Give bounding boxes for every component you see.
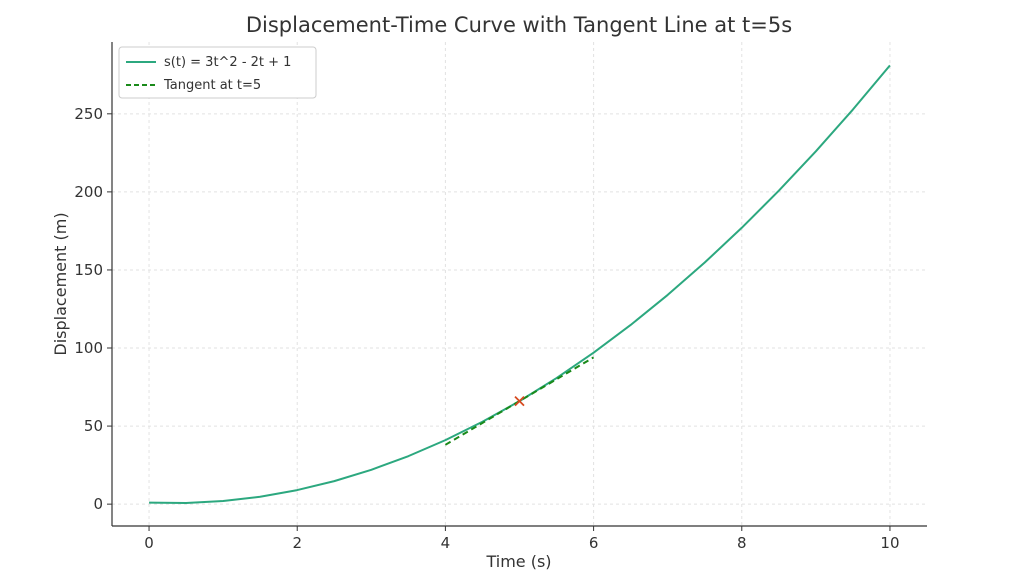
y-tick-label: 100 bbox=[74, 339, 103, 357]
legend: s(t) = 3t^2 - 2t + 1 Tangent at t=5 bbox=[118, 46, 317, 99]
x-tick-label: 8 bbox=[737, 534, 747, 552]
x-tick-label: 6 bbox=[589, 534, 599, 552]
axes bbox=[111, 42, 927, 527]
series bbox=[149, 64, 891, 504]
tangent-point-marker bbox=[514, 395, 525, 407]
y-tick-label: 150 bbox=[74, 261, 103, 279]
x-tick-label: 2 bbox=[292, 534, 302, 552]
x-tick-label: 0 bbox=[144, 534, 154, 552]
legend-label-tangent: Tangent at t=5 bbox=[163, 78, 261, 93]
y-axis-title: Displacement (m) bbox=[51, 212, 70, 355]
y-tick-label: 200 bbox=[74, 183, 103, 201]
y-tick-label: 50 bbox=[84, 417, 103, 435]
chart-title: Displacement-Time Curve with Tangent Lin… bbox=[246, 13, 792, 37]
x-tick-label: 4 bbox=[441, 534, 451, 552]
x-axis-title: Time (s) bbox=[485, 552, 551, 571]
tangent-line bbox=[444, 356, 595, 446]
legend-box bbox=[118, 46, 317, 99]
displacement-curve bbox=[149, 64, 891, 504]
y-tick-label: 250 bbox=[74, 105, 103, 123]
y-tick-label: 0 bbox=[93, 495, 103, 513]
legend-label-curve: s(t) = 3t^2 - 2t + 1 bbox=[164, 55, 291, 70]
x-tick-label: 10 bbox=[880, 534, 899, 552]
grid bbox=[112, 42, 927, 526]
markers bbox=[514, 395, 525, 407]
